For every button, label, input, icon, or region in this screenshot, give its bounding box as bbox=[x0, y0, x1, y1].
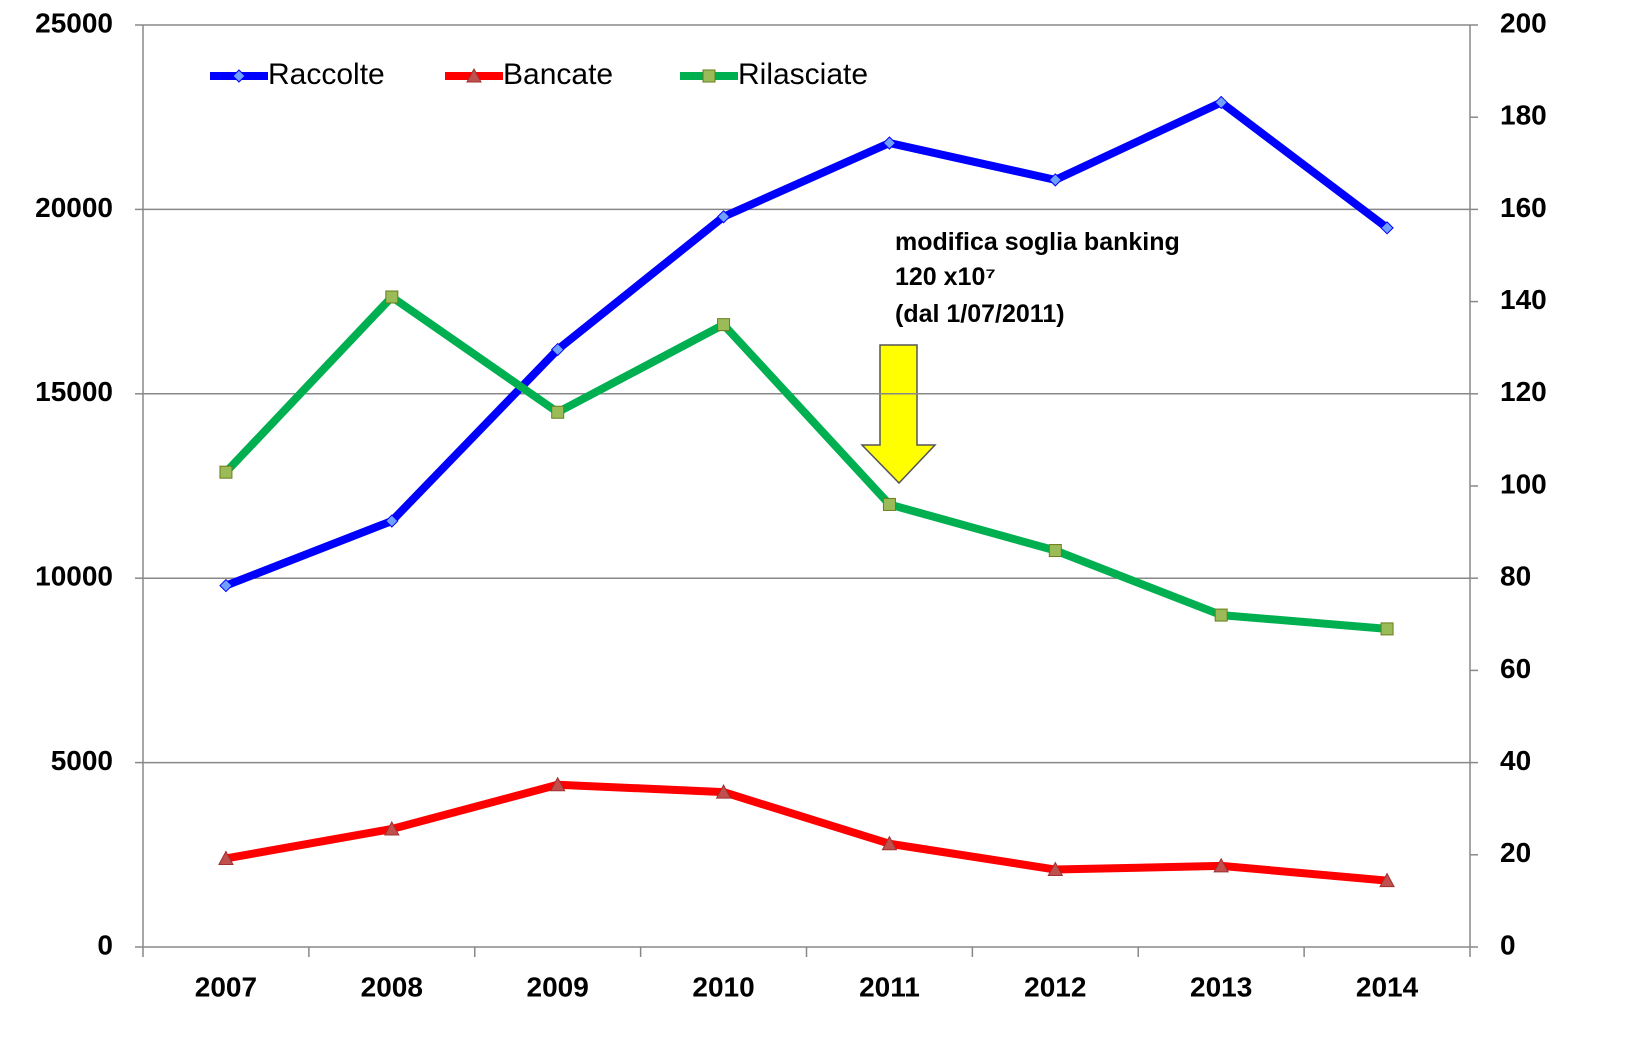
y-tick-label: 10000 bbox=[35, 561, 113, 592]
y2-tick-label: 140 bbox=[1500, 284, 1547, 315]
y2-tick-label: 120 bbox=[1500, 376, 1547, 407]
legend-label: Rilasciate bbox=[738, 58, 868, 91]
point bbox=[385, 290, 399, 304]
point bbox=[715, 784, 732, 799]
point bbox=[232, 69, 246, 83]
x-tick-label: 2007 bbox=[195, 971, 257, 1002]
point bbox=[549, 776, 566, 792]
annotation: (dal 1/07/2011) bbox=[895, 300, 1065, 328]
y2-tick-label: 20 bbox=[1500, 837, 1531, 868]
point bbox=[551, 405, 565, 419]
series-line bbox=[223, 292, 1388, 633]
y-tick-label: 5000 bbox=[51, 745, 113, 776]
point bbox=[219, 465, 233, 479]
y2-tick-label: 200 bbox=[1500, 7, 1547, 38]
point bbox=[383, 820, 400, 836]
x-tick-label: 2011 bbox=[859, 971, 920, 1002]
y2-tick-label: 160 bbox=[1500, 192, 1547, 223]
point bbox=[882, 136, 897, 150]
legend-label: Bancate bbox=[503, 58, 613, 91]
point bbox=[1214, 95, 1228, 110]
point bbox=[1380, 622, 1394, 636]
y-tick-label: 25000 bbox=[35, 7, 113, 38]
point bbox=[550, 342, 565, 357]
point bbox=[1048, 173, 1063, 187]
y-tick-label: 20000 bbox=[35, 192, 113, 223]
point bbox=[1213, 857, 1230, 873]
y-tick-label: 15000 bbox=[35, 376, 113, 407]
y2-tick-label: 100 bbox=[1500, 468, 1547, 499]
point bbox=[702, 69, 716, 83]
annotation: 120 x10⁷ bbox=[895, 263, 996, 291]
x-tick-label: 2008 bbox=[361, 971, 423, 1002]
point bbox=[882, 497, 896, 511]
x-tick-label: 2013 bbox=[1190, 971, 1252, 1002]
x-tick-label: 2010 bbox=[692, 971, 754, 1002]
x-tick-label: 2009 bbox=[527, 971, 589, 1002]
point bbox=[1047, 861, 1064, 877]
y2-tick-label: 0 bbox=[1500, 929, 1516, 960]
annotation: modifica soglia banking bbox=[895, 228, 1180, 256]
y2-tick-label: 40 bbox=[1500, 745, 1531, 776]
point bbox=[219, 578, 233, 593]
x-tick-label: 2014 bbox=[1356, 971, 1419, 1002]
series-line bbox=[224, 98, 1390, 590]
legend-label: Raccolte bbox=[268, 58, 385, 91]
point bbox=[218, 850, 234, 865]
point bbox=[1214, 608, 1228, 622]
point bbox=[881, 835, 898, 851]
point bbox=[1048, 544, 1062, 558]
point bbox=[466, 67, 482, 83]
y2-tick-label: 80 bbox=[1500, 561, 1531, 592]
series-line bbox=[225, 780, 1388, 885]
point bbox=[716, 210, 731, 224]
point bbox=[1380, 221, 1394, 235]
point bbox=[717, 318, 731, 332]
y-tick-label: 0 bbox=[97, 929, 113, 960]
point bbox=[385, 514, 399, 528]
y2-tick-label: 60 bbox=[1500, 653, 1531, 684]
point bbox=[1379, 872, 1395, 888]
annotation-arrow bbox=[860, 344, 937, 485]
x-tick-label: 2012 bbox=[1024, 971, 1086, 1002]
y2-tick-label: 180 bbox=[1500, 100, 1547, 131]
